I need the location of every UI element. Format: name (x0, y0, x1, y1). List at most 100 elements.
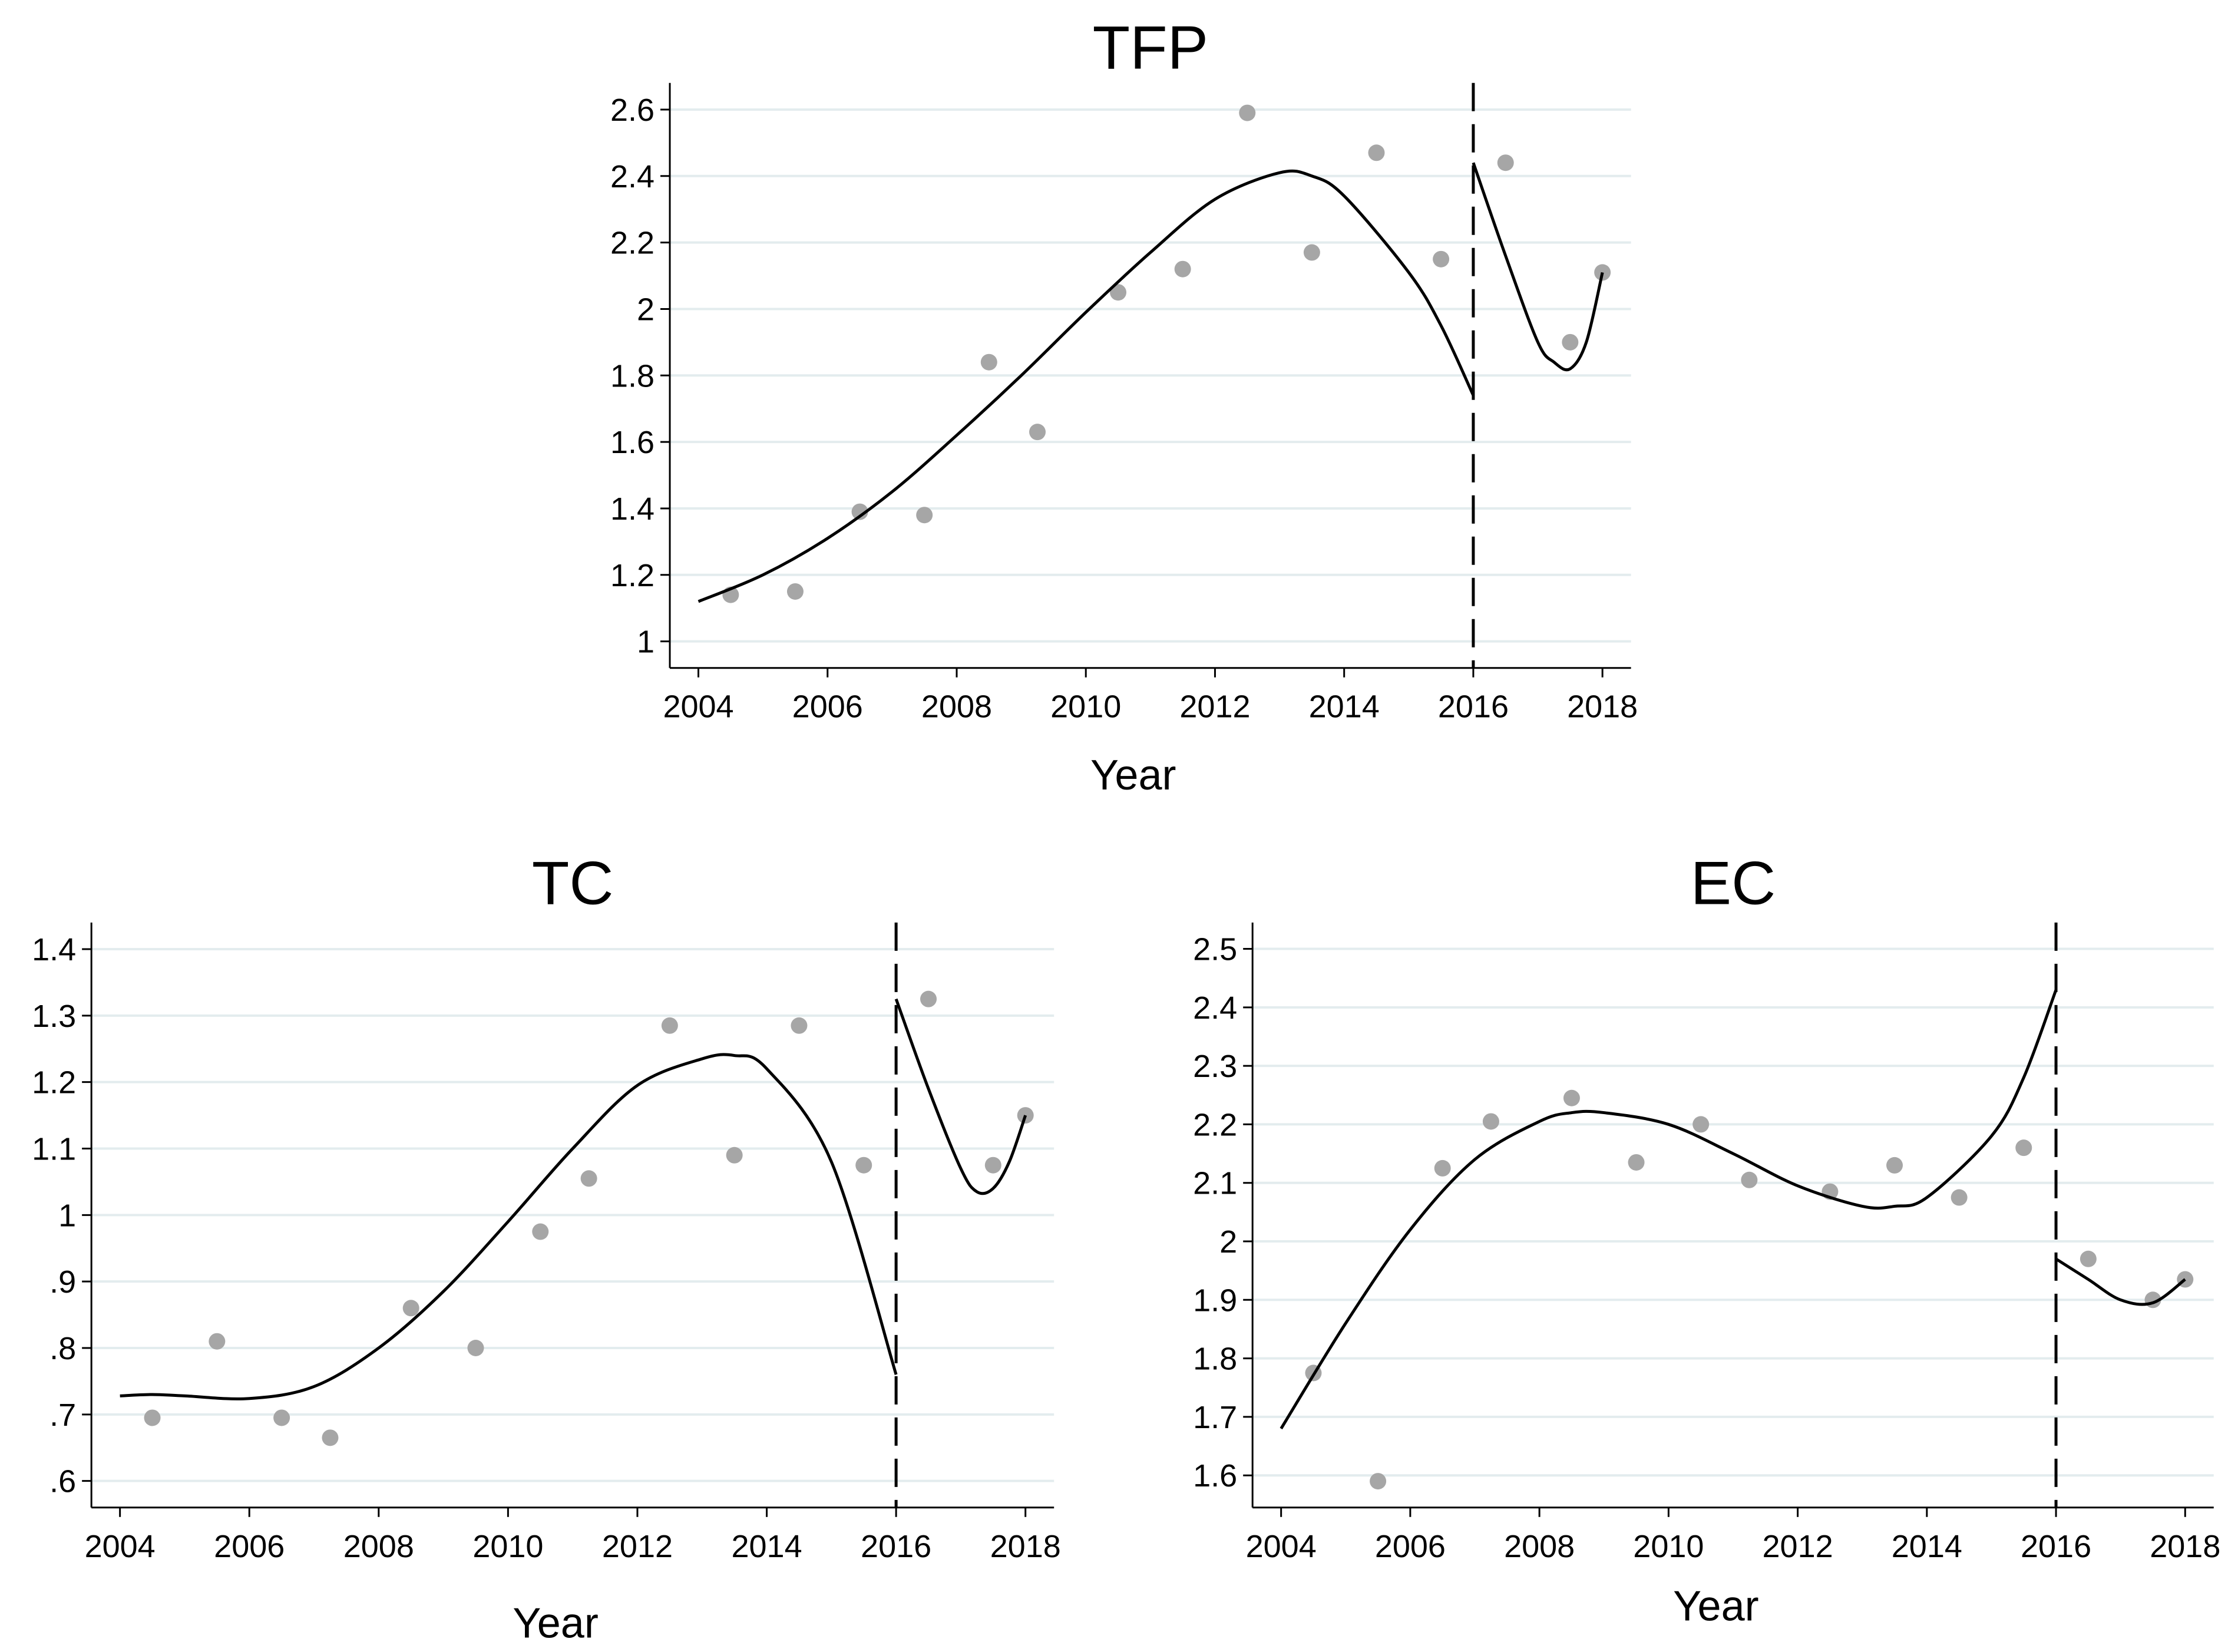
tc-y-tick-label: .9 (49, 1264, 76, 1300)
ec-data-point (1434, 1159, 1451, 1177)
tc-data-point (984, 1157, 1001, 1174)
tc-data-point (322, 1429, 339, 1446)
tfp-y-tick-label: 1.2 (610, 558, 654, 593)
tfp-data-point (1562, 333, 1579, 351)
ec-data-point (2015, 1139, 2032, 1157)
tfp-x-tick-label: 2018 (1567, 689, 1638, 725)
tfp-data-point (1594, 264, 1611, 281)
ec-x-tick-label: 2018 (2150, 1529, 2220, 1564)
tc-x-axis-label: Year (513, 1600, 598, 1647)
tfp-y-tick-label: 2.2 (610, 226, 654, 261)
tfp-y-tick-label: 1 (637, 625, 654, 660)
tc-data-point (855, 1157, 872, 1174)
tfp-x-tick-label: 2014 (1309, 689, 1380, 725)
tfp-data-point (1497, 154, 1514, 171)
tfp-data-point (1239, 104, 1256, 121)
tfp-x-tick-label: 2004 (663, 689, 733, 725)
tfp-data-point (1368, 144, 1385, 161)
tc-data-point (144, 1409, 161, 1426)
tc-data-point (920, 990, 937, 1007)
ec-data-point (1692, 1116, 1710, 1133)
tfp-data-point (1110, 284, 1127, 301)
ec-x-tick-label: 2004 (1246, 1529, 1317, 1564)
ec-y-tick-label: 2.5 (1193, 932, 1237, 967)
ec-x-tick-label: 2010 (1633, 1529, 1704, 1564)
ec-data-point (2080, 1250, 2097, 1267)
ec-x-tick-label: 2014 (1892, 1529, 1962, 1564)
tc-y-tick-label: 1.4 (32, 932, 76, 967)
tfp-x-axis-label: Year (1090, 752, 1176, 799)
ec-y-tick-label: 1.7 (1193, 1400, 1237, 1435)
ec-data-point (1741, 1171, 1758, 1188)
tfp-fit-line-post (1472, 162, 1604, 372)
ec-y-tick-label: 1.6 (1193, 1458, 1237, 1494)
ec-fit-line-post (2055, 1257, 2186, 1306)
tc-data-point (209, 1333, 226, 1350)
ec-x-tick-label: 2006 (1375, 1529, 1446, 1564)
tfp-data-point (980, 353, 997, 371)
ec-x-tick-label: 2016 (2021, 1529, 2091, 1564)
tc-fit-line-post (894, 998, 1027, 1195)
ec-y-tick-label: 1.8 (1193, 1342, 1237, 1377)
tfp-data-point (1174, 260, 1191, 277)
ec-data-point (1482, 1113, 1499, 1130)
tc-x-tick-label: 2004 (85, 1529, 156, 1564)
tfp-y-tick-label: 1.8 (610, 358, 654, 394)
tc-data-point (402, 1300, 419, 1317)
ec-y-tick-label: 2.3 (1193, 1049, 1237, 1084)
tfp-y-tick-label: 2.4 (610, 159, 654, 194)
ec-data-point (1563, 1089, 1580, 1106)
tc-y-tick-label: .7 (49, 1397, 76, 1433)
tc-x-tick-label: 2016 (861, 1529, 931, 1564)
tc-y-tick-label: .6 (49, 1464, 76, 1499)
tc-data-point (661, 1017, 678, 1034)
panel-tfp: TFP 1 1.2 1.4 1.6 1.8 2 2.2 2.4 2.6 2004 2006 2008 20… (610, 14, 1638, 799)
tfp-data-point (786, 583, 804, 600)
tc-data-point (273, 1409, 290, 1426)
tc-data-point (791, 1017, 808, 1034)
ec-data-point (1886, 1157, 1903, 1174)
panel-ec: EC 1.6 1.7 1.8 1.9 2 2.1 2.2 2.3 2.4 2.5 2004 2006 20… (1193, 849, 2220, 1630)
tfp-data-point (1029, 424, 1046, 441)
tc-y-tick-label: 1.2 (32, 1065, 76, 1101)
tc-data-point (467, 1340, 484, 1357)
tfp-y-tick-label: 2 (637, 292, 654, 327)
ec-title: EC (1691, 849, 1776, 917)
tc-data-point (532, 1223, 549, 1240)
tfp-data-point (851, 503, 868, 520)
tfp-y-tick-label: 1.6 (610, 425, 654, 460)
ec-data-point (1951, 1189, 1968, 1206)
tc-x-tick-label: 2014 (731, 1529, 802, 1564)
tc-y-tick-label: .8 (49, 1331, 76, 1366)
ec-fit-line-pre (1280, 989, 2058, 1430)
ec-y-tick-label: 2.2 (1193, 1107, 1237, 1142)
tc-data-point (580, 1170, 597, 1187)
tfp-x-tick-label: 2016 (1438, 689, 1509, 725)
tc-data-point (726, 1147, 743, 1164)
tfp-x-tick-label: 2010 (1050, 689, 1121, 725)
tfp-y-tick-label: 1.4 (610, 491, 654, 527)
tc-y-tick-label: 1.3 (32, 999, 76, 1034)
tc-title: TC (532, 849, 614, 917)
tc-x-tick-label: 2010 (472, 1529, 543, 1564)
tc-fit-line-pre (120, 1053, 898, 1400)
ec-x-tick-label: 2012 (1763, 1529, 1833, 1564)
ec-data-point (1628, 1154, 1645, 1171)
tc-x-tick-label: 2006 (214, 1529, 285, 1564)
tfp-title: TFP (1093, 14, 1208, 82)
ec-y-tick-label: 1.9 (1193, 1283, 1237, 1318)
ec-x-tick-label: 2008 (1504, 1529, 1575, 1564)
ec-y-tick-label: 2.4 (1193, 990, 1237, 1026)
tc-y-tick-label: 1 (58, 1198, 76, 1233)
ec-x-axis-label: Year (1673, 1583, 1758, 1630)
tfp-x-tick-label: 2012 (1179, 689, 1250, 725)
panel-tc: TC .6 .7 .8 .9 1 1.1 1.2 1.3 1.4 2004 2006 2008 2010 2… (32, 849, 1061, 1647)
tfp-data-point (916, 507, 933, 524)
ec-y-tick-label: 2.1 (1193, 1166, 1237, 1201)
tc-x-tick-label: 2012 (602, 1529, 673, 1564)
tfp-x-tick-label: 2006 (792, 689, 863, 725)
tfp-data-point (1433, 250, 1450, 267)
tfp-fit-line-pre (697, 169, 1475, 603)
tc-y-tick-label: 1.1 (32, 1132, 76, 1167)
